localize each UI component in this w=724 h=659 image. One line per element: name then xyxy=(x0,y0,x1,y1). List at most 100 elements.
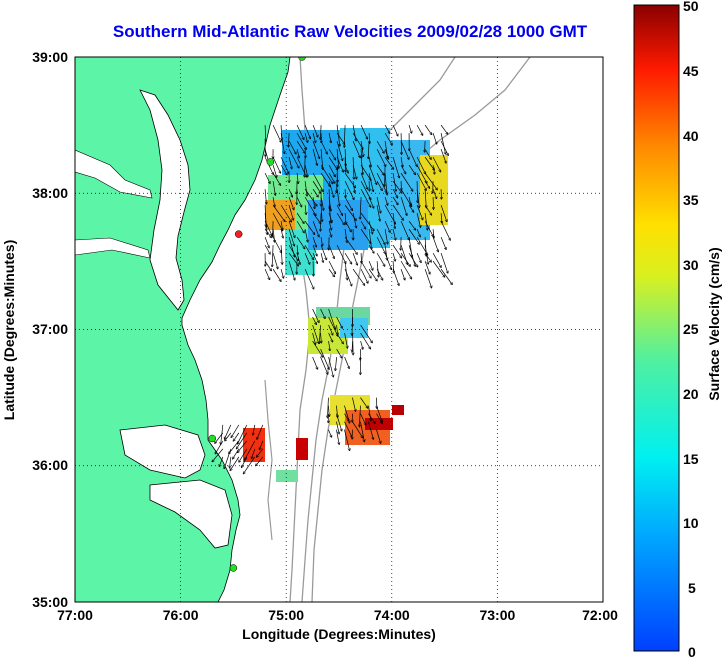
velocity-arrow xyxy=(432,252,441,267)
velocity-arrow xyxy=(336,132,344,144)
velocity-arrow xyxy=(230,456,240,470)
velocity-arrow xyxy=(336,413,341,431)
velocity-arrow xyxy=(360,220,365,229)
velocity-arrow xyxy=(304,244,313,259)
y-tick-label: 35:00 xyxy=(32,594,68,610)
velocity-arrow xyxy=(384,204,395,224)
velocity-arrow xyxy=(296,220,304,233)
velocity-arrow xyxy=(288,157,292,168)
velocity-arrow xyxy=(432,237,438,251)
velocity-arrow xyxy=(344,332,348,348)
velocity-arrow xyxy=(344,429,349,451)
velocity-arrow xyxy=(352,165,356,179)
velocity-arrow xyxy=(352,181,355,192)
velocity-arrow xyxy=(376,205,380,221)
velocity-arrow xyxy=(360,332,371,349)
velocity-arrow xyxy=(400,260,411,279)
velocity-arrow xyxy=(344,220,351,231)
velocity-arrow xyxy=(432,189,436,198)
bathymetry-contour xyxy=(301,57,456,602)
velocity-arrow xyxy=(416,156,425,174)
velocity-arrow xyxy=(368,405,370,421)
velocity-arrow xyxy=(312,124,318,137)
velocity-arrow xyxy=(400,140,409,159)
plot-border xyxy=(74,56,604,603)
y-tick-label: 39:00 xyxy=(32,49,68,65)
velocity-arrow xyxy=(328,405,329,417)
velocity-arrow xyxy=(320,245,326,259)
velocity-arrow xyxy=(312,197,315,208)
velocity-arrow xyxy=(384,252,391,269)
velocity-arrow xyxy=(288,221,295,237)
velocity-arrow xyxy=(328,324,333,335)
y-tick-label: 37:00 xyxy=(32,321,68,337)
y-tick-label: 38:00 xyxy=(32,185,68,201)
velocity-arrow xyxy=(408,252,418,267)
velocity-arrow xyxy=(400,269,405,280)
velocity-arrow xyxy=(368,413,375,424)
velocity-arrow xyxy=(264,172,270,183)
velocity-arrow xyxy=(288,261,295,280)
velocity-arrow xyxy=(344,356,350,368)
velocity-arrow xyxy=(336,429,339,445)
velocity-arrow xyxy=(297,173,298,183)
velocity-arrow xyxy=(231,424,240,437)
velocity-arrow xyxy=(336,156,343,172)
velocity-arrow xyxy=(368,173,373,191)
velocity-arrow xyxy=(360,124,367,139)
velocity-arrow xyxy=(337,325,338,335)
velocity-arrow xyxy=(424,261,430,274)
velocity-arrow xyxy=(368,244,374,253)
velocity-arrow xyxy=(344,413,348,421)
velocity-arrow xyxy=(288,197,294,209)
velocity-arrow xyxy=(344,196,352,210)
velocity-arrow xyxy=(312,149,317,165)
velocity-arrow xyxy=(424,204,431,215)
velocity-arrow xyxy=(257,424,264,439)
x-axis-label: Longitude (Degrees:Minutes) xyxy=(242,626,436,642)
velocity-arrow xyxy=(376,268,383,280)
velocity-arrow xyxy=(432,165,434,174)
x-tick-label: 74:00 xyxy=(374,607,410,623)
velocity-arrow xyxy=(344,164,348,173)
velocity-arrow xyxy=(328,429,331,437)
hf-radar-stations xyxy=(208,57,306,572)
velocity-vectors xyxy=(212,124,452,474)
velocity-arrow xyxy=(239,448,248,462)
velocity-arrow xyxy=(440,220,450,240)
velocity-arrow xyxy=(424,213,427,230)
velocity-arrow xyxy=(328,268,334,276)
velocity-arrow xyxy=(424,220,433,236)
velocity-arrow xyxy=(264,260,271,270)
velocity-arrow xyxy=(424,156,434,170)
velocity-arrow xyxy=(296,149,299,157)
velocity-arrow xyxy=(312,252,317,263)
velocity-arrow xyxy=(368,157,371,166)
colorbar-tick: 0 xyxy=(688,644,696,659)
velocity-arrow xyxy=(432,156,440,172)
velocity-arrow xyxy=(272,172,280,185)
velocity-arrow xyxy=(272,181,275,195)
velocity-arrow xyxy=(344,125,345,147)
velocity-arrow xyxy=(312,340,323,357)
velocity-arrow xyxy=(400,252,410,266)
velocity-arrow xyxy=(219,456,224,467)
velocity-arrow xyxy=(212,448,224,462)
velocity-arrow xyxy=(296,236,305,249)
velocity-arrow xyxy=(320,149,323,169)
velocity-arrow xyxy=(360,340,363,349)
velocity-arrow xyxy=(328,308,336,329)
velocity-arrow xyxy=(312,221,319,237)
velocity-arrow xyxy=(360,180,371,199)
velocity-arrow xyxy=(328,164,335,176)
velocity-arrow xyxy=(320,172,330,186)
velocity-arrow xyxy=(272,245,273,266)
river-water xyxy=(75,149,153,199)
velocity-arrow xyxy=(312,237,316,247)
velocity-arrow xyxy=(243,456,256,474)
x-tick-label: 77:00 xyxy=(57,607,93,623)
velocity-arrow xyxy=(352,140,360,157)
velocity-arrow xyxy=(328,197,331,211)
velocity-arrow xyxy=(328,260,335,273)
